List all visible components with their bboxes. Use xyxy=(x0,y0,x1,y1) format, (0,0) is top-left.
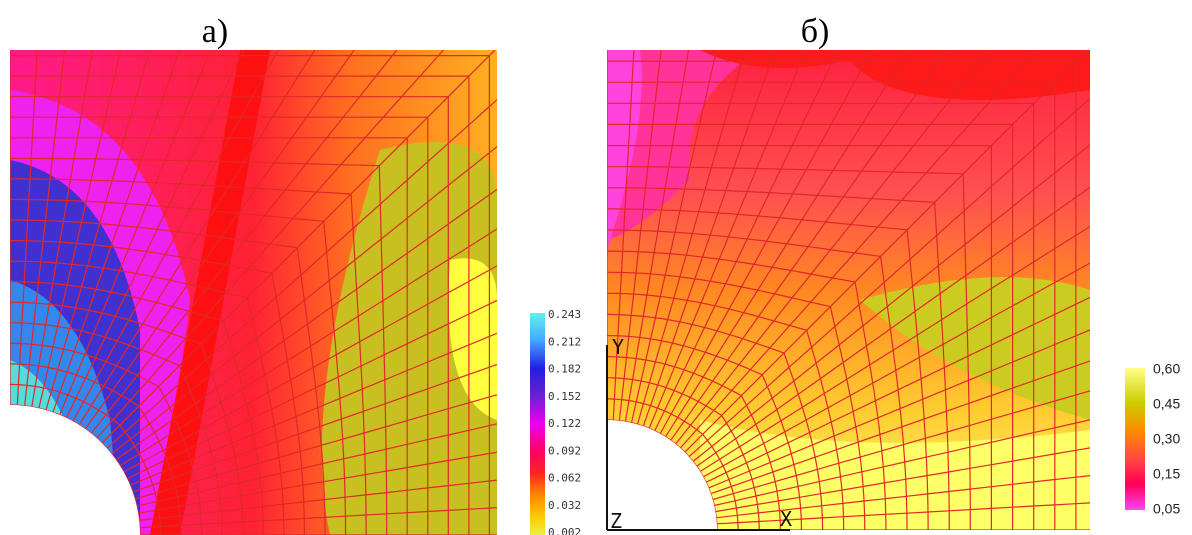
legend-label: 0.032 xyxy=(548,499,581,512)
mesh-line xyxy=(648,50,807,429)
mesh-line xyxy=(52,50,181,413)
mesh-line xyxy=(705,296,1090,483)
mesh-line xyxy=(138,451,497,514)
mesh-line xyxy=(636,50,746,425)
mesh-line xyxy=(612,50,635,421)
colorbar xyxy=(530,313,545,535)
mesh-line xyxy=(699,225,1090,473)
mesh-line xyxy=(59,50,212,416)
mesh-line xyxy=(78,50,316,426)
legend-label: 0.122 xyxy=(548,417,581,430)
mesh-line xyxy=(630,50,718,423)
mesh-line xyxy=(716,502,1090,525)
mesh xyxy=(607,50,1090,530)
contour-plot xyxy=(10,50,497,535)
legend-label: 0,45 xyxy=(1153,396,1180,412)
mesh xyxy=(10,50,497,535)
legend-label: 0,05 xyxy=(1153,501,1180,517)
mesh-line xyxy=(126,299,497,480)
mesh-line xyxy=(664,50,910,438)
mesh-line xyxy=(111,145,497,455)
mesh-line xyxy=(139,479,497,521)
mesh-line xyxy=(712,390,1090,501)
mesh-line xyxy=(642,50,776,427)
hole xyxy=(10,405,140,535)
mesh-line xyxy=(96,50,445,439)
mesh-line xyxy=(688,97,1090,458)
mesh-line xyxy=(715,447,1090,513)
legend-label: 0.062 xyxy=(548,472,581,485)
mesh-line xyxy=(16,50,38,406)
mesh-line xyxy=(31,50,94,407)
mesh-line xyxy=(708,329,1090,489)
mesh-line xyxy=(136,423,497,507)
mesh-line xyxy=(123,265,497,473)
mesh-line xyxy=(670,50,949,441)
mesh-line xyxy=(696,186,1090,467)
mesh-line xyxy=(129,332,497,486)
mesh-line xyxy=(684,50,1088,453)
legend-label: 0,30 xyxy=(1153,431,1180,447)
legend-label: 0.002 xyxy=(548,526,581,535)
legend-label: 0.212 xyxy=(548,335,581,348)
hole xyxy=(607,420,717,530)
mesh-line xyxy=(659,50,873,434)
mesh-line xyxy=(106,98,497,449)
mesh-line xyxy=(65,50,245,419)
mesh-line xyxy=(679,50,1037,449)
mesh-line xyxy=(45,50,151,411)
legend-label: 0.243 xyxy=(548,308,581,321)
mesh-line xyxy=(654,50,839,432)
legend-label: 0,60 xyxy=(1153,361,1180,377)
axis-label: X xyxy=(780,507,792,531)
panel-label: б) xyxy=(801,13,830,50)
mesh-line xyxy=(132,363,497,493)
mesh-line xyxy=(716,474,1090,519)
mesh-line xyxy=(90,50,398,434)
legend-label: 0.152 xyxy=(548,390,581,403)
mesh-line xyxy=(115,188,497,461)
mesh-line xyxy=(714,419,1090,507)
mesh-line xyxy=(24,50,66,406)
mesh-line xyxy=(38,50,122,409)
axis-label: Y xyxy=(612,335,624,359)
mesh-line xyxy=(119,228,497,467)
mesh-line xyxy=(618,50,662,421)
legend-label: 0.182 xyxy=(548,363,581,376)
mesh-line xyxy=(84,50,355,430)
mesh-line xyxy=(72,50,279,422)
legend-label: 0.092 xyxy=(548,444,581,457)
mesh-line xyxy=(101,50,496,444)
panel-label: а) xyxy=(202,13,228,50)
mesh-line xyxy=(703,262,1090,478)
legend-label: 0,15 xyxy=(1153,466,1180,482)
mesh-line xyxy=(139,507,497,529)
mesh-line xyxy=(624,50,690,422)
mesh-line xyxy=(710,360,1090,495)
mesh-line xyxy=(692,144,1090,462)
mesh-line xyxy=(675,50,991,445)
axis-label: Z xyxy=(610,509,622,533)
mesh-line xyxy=(134,394,497,500)
colorbar xyxy=(1125,368,1145,510)
